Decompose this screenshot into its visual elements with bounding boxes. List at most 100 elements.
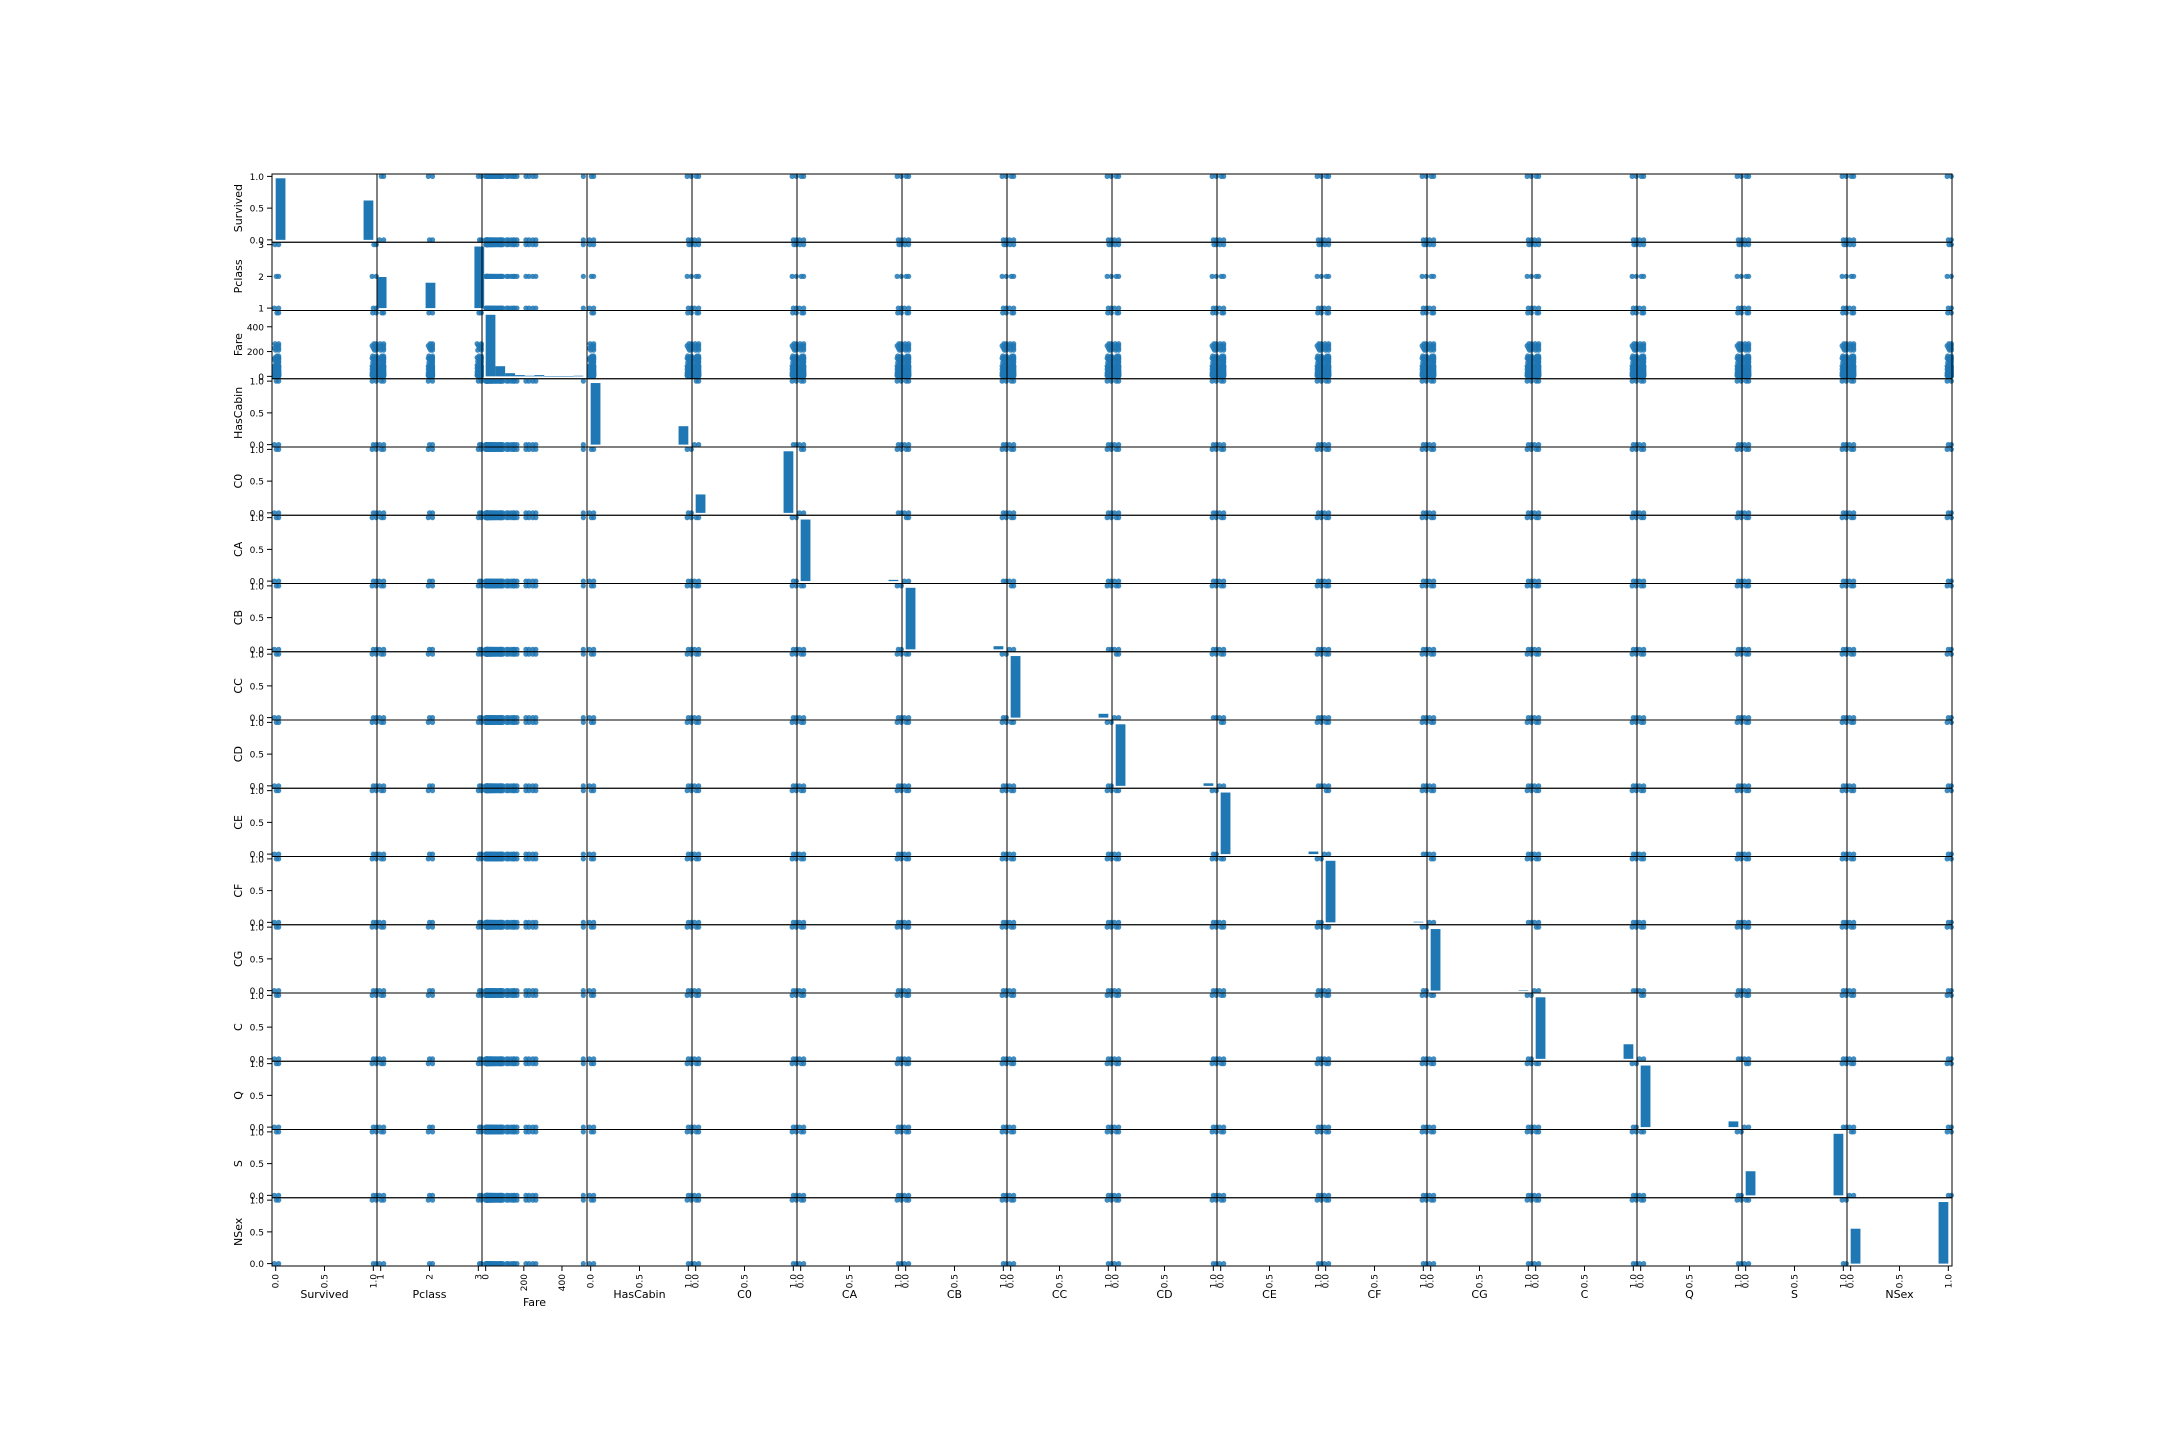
scatter-point xyxy=(1536,237,1542,243)
scatter-point xyxy=(586,646,593,652)
scatter-points-Survived-vs-S xyxy=(1741,173,1849,243)
scatter-point xyxy=(793,651,799,657)
scatter-point xyxy=(1734,924,1740,930)
scatter-point xyxy=(1318,242,1324,248)
scatter-point xyxy=(533,651,539,657)
scatter-points-CE-vs-CC xyxy=(1006,788,1114,857)
scatter-point xyxy=(1851,353,1857,359)
scatter-point xyxy=(580,988,586,994)
scatter-point xyxy=(796,646,803,652)
subplot-frame-C-CA xyxy=(796,992,903,1062)
scatter-point xyxy=(1944,273,1950,279)
scatter-point xyxy=(1636,783,1643,789)
scatter-point xyxy=(591,1124,597,1130)
scatter-point xyxy=(1536,783,1542,789)
scatter-point xyxy=(1221,783,1227,789)
scatter-points-HasCabin-vs-NSex xyxy=(1846,378,1954,448)
subplot-frame-C0-CB xyxy=(901,446,1008,516)
scatter-points-CG-vs-Survived xyxy=(271,924,379,994)
scatter-point xyxy=(1419,992,1425,998)
scatter-point xyxy=(271,510,278,516)
scatter-point xyxy=(376,919,383,925)
scatter-point xyxy=(429,651,436,657)
scatter-point xyxy=(1318,719,1324,725)
hist-bar-CD-1 xyxy=(1203,783,1214,786)
scatter-point xyxy=(1846,510,1853,516)
scatter-point xyxy=(526,378,532,384)
scatter-point xyxy=(500,273,506,279)
scatter-point xyxy=(1633,378,1639,384)
subplot-frame-CE-CF xyxy=(1321,787,1428,857)
scatter-point xyxy=(906,305,912,311)
subplot-frame-Survived-Pclass xyxy=(376,173,483,243)
scatter-point xyxy=(1116,583,1122,589)
scatter-points-CD-vs-Q xyxy=(1636,719,1744,789)
scatter-point xyxy=(894,173,900,179)
scatter-point xyxy=(1746,341,1752,347)
scatter-points-CF-vs-CA xyxy=(796,856,904,925)
subplot-frame-Survived-Survived xyxy=(271,173,378,243)
hist-bar-CC-1 xyxy=(1098,713,1109,718)
scatter-point xyxy=(1633,446,1639,452)
scatter-point xyxy=(1641,715,1647,721)
scatter-point xyxy=(688,719,694,725)
scatter-point xyxy=(1948,442,1954,448)
scatter-point xyxy=(1431,719,1437,725)
scatter-point xyxy=(801,1124,807,1130)
scatter-points-Fare-vs-Q xyxy=(1636,310,1744,379)
scatter-point xyxy=(478,310,484,316)
scatter-point xyxy=(381,378,387,384)
scatter-point xyxy=(1851,924,1857,930)
scatter-point xyxy=(1746,992,1752,998)
scatter-point xyxy=(514,378,520,384)
scatter-point xyxy=(1851,273,1857,279)
scatter-point xyxy=(1216,442,1223,448)
subplot-frame-CB-C xyxy=(1531,583,1638,653)
scatter-point xyxy=(1847,242,1853,248)
scatter-point xyxy=(381,646,387,652)
scatter-point xyxy=(1213,651,1219,657)
scatter-point xyxy=(429,715,436,721)
subplot-frame-CB-CA xyxy=(796,583,903,653)
scatter-point xyxy=(1221,173,1227,179)
scatter-point xyxy=(999,719,1005,725)
scatter-point xyxy=(1116,578,1122,584)
subplot-frame-Survived-C xyxy=(1531,173,1638,243)
scatter-point xyxy=(1221,1061,1227,1067)
scatter-point xyxy=(1116,305,1122,311)
subplot-frame-C-CB xyxy=(901,992,1008,1062)
scatter-point xyxy=(801,305,807,311)
scatter-points-CC-vs-CA xyxy=(796,651,904,721)
scatter-point xyxy=(1641,992,1647,998)
scatter-point xyxy=(586,715,593,721)
scatter-point xyxy=(691,715,698,721)
scatter-point xyxy=(276,719,282,725)
scatter-point xyxy=(1746,719,1752,725)
scatter-point xyxy=(369,651,375,657)
scatter-points-CA-vs-C0 xyxy=(691,515,799,584)
scatter-point xyxy=(381,783,387,789)
scatter-points-C-vs-Fare xyxy=(483,992,586,1062)
scatter-point xyxy=(1419,173,1425,179)
scatter-point xyxy=(1531,715,1538,721)
scatter-point xyxy=(691,1056,698,1062)
scatter-point xyxy=(500,715,506,721)
scatter-point xyxy=(1641,353,1647,359)
scatter-points-CC-vs-Fare xyxy=(483,651,586,721)
scatter-point xyxy=(1221,988,1227,994)
scatter-points-Pclass-vs-CB xyxy=(901,242,1009,311)
scatter-point xyxy=(1536,719,1542,725)
scatter-point xyxy=(1314,583,1320,589)
scatter-point xyxy=(1011,446,1017,452)
scatter-points-CG-vs-Fare xyxy=(483,924,586,994)
scatter-point xyxy=(533,515,539,521)
scatter-point xyxy=(429,173,436,179)
scatter-point xyxy=(526,583,532,589)
subplot-frame-CA-CC xyxy=(1006,514,1113,584)
scatter-point xyxy=(1633,273,1639,279)
scatter-point xyxy=(591,305,597,311)
scatter-points-CG-vs-S xyxy=(1741,924,1849,994)
scatter-points-CA-vs-CG xyxy=(1426,515,1534,584)
scatter-point xyxy=(1431,783,1437,789)
scatter-points-C0-vs-Survived xyxy=(271,446,379,516)
